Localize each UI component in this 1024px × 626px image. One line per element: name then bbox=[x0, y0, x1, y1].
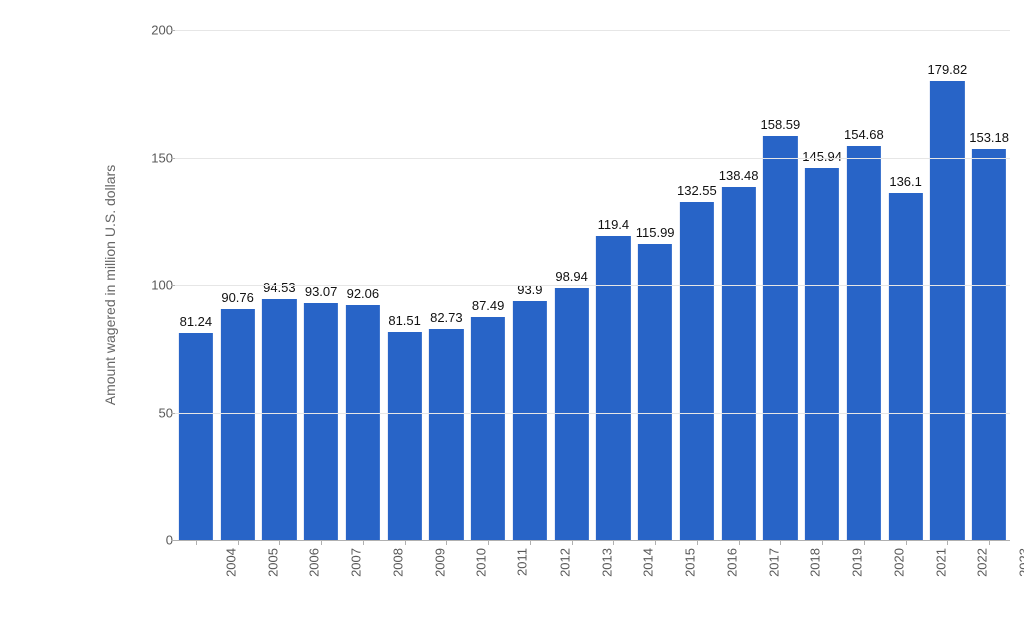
bar-value-label: 92.06 bbox=[347, 286, 380, 301]
y-tick-mark bbox=[171, 413, 175, 414]
x-tick-mark bbox=[238, 540, 239, 545]
x-tick-mark bbox=[446, 540, 447, 545]
x-tick-label: 2015 bbox=[683, 548, 698, 577]
y-tick-label: 200 bbox=[145, 23, 173, 38]
x-tick-mark bbox=[321, 540, 322, 545]
bar-value-label: 138.48 bbox=[719, 168, 759, 183]
bar-value-label: 153.18 bbox=[969, 130, 1009, 145]
bar-value-label: 82.73 bbox=[430, 310, 463, 325]
y-tick-mark bbox=[171, 540, 175, 541]
x-tick-mark bbox=[488, 540, 489, 545]
x-tick-label: 2011 bbox=[515, 548, 530, 576]
bar-value-label: 132.55 bbox=[677, 183, 717, 198]
y-tick-mark bbox=[171, 158, 175, 159]
bar-value-label: 158.59 bbox=[760, 117, 800, 132]
x-tick-label: 2010 bbox=[474, 548, 489, 577]
x-tick-label: 2007 bbox=[349, 548, 364, 577]
x-tick-label: 2005 bbox=[265, 548, 280, 577]
x-tick-label: 2023 bbox=[1017, 548, 1024, 577]
bar-value-label: 136.1 bbox=[889, 174, 922, 189]
x-tick-mark bbox=[572, 540, 573, 545]
x-tick-label: 2017 bbox=[766, 548, 781, 577]
x-tick-label: 2018 bbox=[808, 548, 823, 577]
x-tick-mark bbox=[613, 540, 614, 545]
bar bbox=[429, 329, 463, 540]
x-tick-mark bbox=[780, 540, 781, 545]
x-tick-label: 2016 bbox=[724, 548, 739, 577]
bar bbox=[847, 146, 881, 540]
bar bbox=[680, 202, 714, 540]
bar bbox=[555, 288, 589, 540]
y-tick-label: 150 bbox=[145, 150, 173, 165]
bar-value-label: 81.24 bbox=[180, 314, 213, 329]
bar bbox=[763, 136, 797, 540]
y-axis-title: Amount wagered in million U.S. dollars bbox=[102, 165, 118, 405]
x-tick-label: 2009 bbox=[432, 548, 447, 577]
x-tick-mark bbox=[906, 540, 907, 545]
x-tick-label: 2022 bbox=[975, 548, 990, 577]
bar bbox=[304, 303, 338, 540]
gridline bbox=[175, 30, 1010, 31]
bar bbox=[805, 168, 839, 540]
bar bbox=[972, 149, 1006, 540]
bar-value-label: 119.4 bbox=[598, 217, 630, 232]
gridline bbox=[175, 285, 1010, 286]
y-tick-label: 100 bbox=[145, 278, 173, 293]
x-tick-label: 2006 bbox=[307, 548, 322, 577]
bar bbox=[722, 187, 756, 540]
bar-value-label: 93.9 bbox=[517, 282, 542, 297]
bar bbox=[179, 333, 213, 540]
x-tick-mark bbox=[822, 540, 823, 545]
bar-value-label: 154.68 bbox=[844, 127, 884, 142]
bar bbox=[346, 305, 380, 540]
x-tick-mark bbox=[279, 540, 280, 545]
gridline bbox=[175, 158, 1010, 159]
bar bbox=[221, 309, 255, 540]
x-tick-mark bbox=[989, 540, 990, 545]
chart-container: Amount wagered in million U.S. dollars 8… bbox=[0, 0, 1024, 626]
y-tick-label: 0 bbox=[145, 533, 173, 548]
x-tick-mark bbox=[697, 540, 698, 545]
x-tick-mark bbox=[363, 540, 364, 545]
bar bbox=[930, 81, 964, 540]
bar-value-label: 94.53 bbox=[263, 280, 296, 295]
y-tick-label: 50 bbox=[145, 405, 173, 420]
x-tick-label: 2019 bbox=[850, 548, 865, 577]
bar bbox=[889, 193, 923, 540]
x-tick-label: 2004 bbox=[223, 548, 238, 577]
x-tick-mark bbox=[947, 540, 948, 545]
x-tick-mark bbox=[655, 540, 656, 545]
bar bbox=[262, 299, 296, 540]
bar-value-label: 90.76 bbox=[221, 290, 254, 305]
x-tick-label: 2008 bbox=[390, 548, 405, 577]
y-tick-mark bbox=[171, 285, 175, 286]
bar-value-label: 98.94 bbox=[555, 269, 588, 284]
bar bbox=[638, 244, 672, 540]
bar-value-label: 81.51 bbox=[388, 313, 421, 328]
x-tick-mark bbox=[405, 540, 406, 545]
x-tick-mark bbox=[739, 540, 740, 545]
bar bbox=[513, 301, 547, 540]
x-tick-mark bbox=[530, 540, 531, 545]
gridline bbox=[175, 413, 1010, 414]
bar bbox=[388, 332, 422, 540]
y-tick-mark bbox=[171, 30, 175, 31]
x-tick-label: 2014 bbox=[641, 548, 656, 577]
bar-value-label: 87.49 bbox=[472, 298, 505, 313]
x-tick-mark bbox=[864, 540, 865, 545]
bar-value-label: 145.94 bbox=[802, 149, 842, 164]
x-tick-label: 2020 bbox=[891, 548, 906, 577]
x-tick-label: 2021 bbox=[933, 548, 948, 577]
bar-value-label: 179.82 bbox=[927, 62, 967, 77]
x-tick-label: 2013 bbox=[599, 548, 614, 577]
bar bbox=[596, 236, 630, 540]
plot-area: 81.2490.7694.5393.0792.0681.5182.7387.49… bbox=[175, 30, 1010, 541]
bar bbox=[471, 317, 505, 540]
bar-value-label: 115.99 bbox=[636, 225, 675, 240]
x-tick-mark bbox=[196, 540, 197, 545]
x-tick-label: 2012 bbox=[557, 548, 572, 577]
